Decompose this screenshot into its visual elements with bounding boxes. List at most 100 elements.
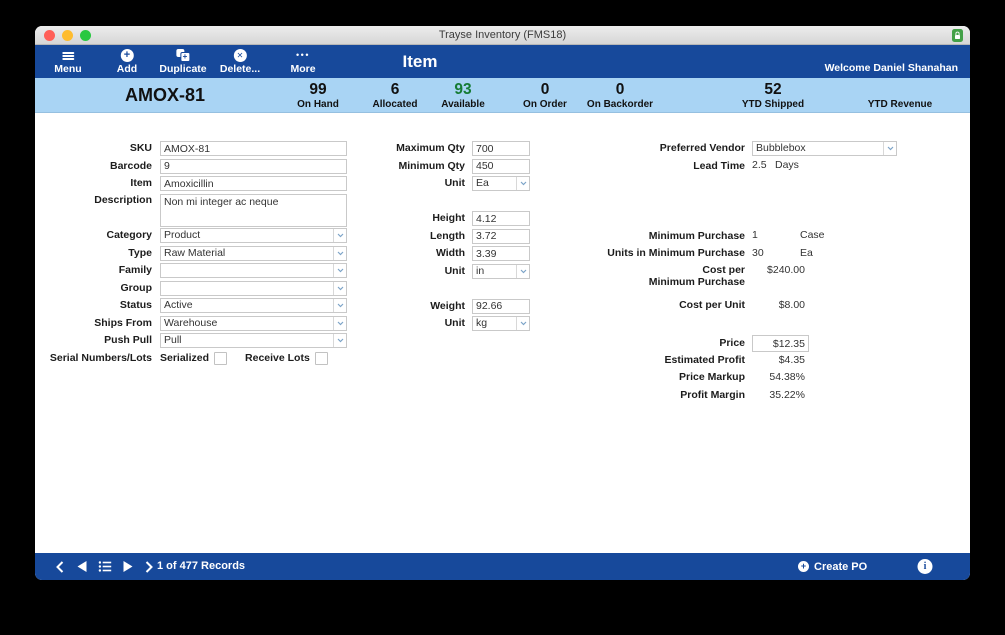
preferred-vendor-select[interactable]: Bubblebox [752,141,897,156]
titlebar: Trayse Inventory (FMS18) [35,26,970,45]
length-field[interactable] [472,228,530,244]
record-count: 1 of 477 Records [157,560,246,572]
category-label: Category [106,229,152,242]
description-label: Description [94,193,152,206]
group-label: Group [120,281,153,294]
price-field[interactable] [752,335,809,352]
maximum-qty-field[interactable] [472,141,530,156]
dim-unit-select[interactable]: in [472,263,530,279]
previous-record-button[interactable] [77,553,87,580]
minimum-purchase-unit: Case [800,229,825,242]
delete-icon: ✕ [233,49,247,62]
close-button[interactable] [44,30,55,41]
more-button[interactable]: ••• More [290,49,315,75]
profit-margin-value: 35.22% [769,388,805,401]
stat-on-order: 0 On Order [500,81,590,110]
weight-unit-select[interactable]: kg [472,316,530,331]
stat-on-hand-value: 99 [309,81,327,98]
group-select[interactable] [160,280,347,296]
qty-unit-value: Ea [476,177,489,189]
width-label: Width [435,247,465,260]
zoom-button[interactable] [80,30,91,41]
item-field[interactable] [160,176,347,191]
create-po-button[interactable]: + Create PO [798,553,867,580]
chevron-down-icon [516,264,529,278]
info-button[interactable]: i [917,559,933,574]
list-view-button[interactable] [98,553,112,580]
description-field[interactable]: Non mi integer ac neque [160,193,347,227]
sku-label: SKU [129,142,152,155]
ships-from-value: Warehouse [164,316,218,329]
stat-on-backorder-label: On Backorder [586,99,654,110]
weight-unit-label: Unit [444,317,465,330]
sku-field[interactable] [160,141,347,156]
status-bar: 1 of 477 Records + Create PO i [35,553,970,580]
type-select[interactable]: Raw Material [160,245,347,261]
estimated-profit-value: $4.35 [778,353,805,366]
status-value: Active [164,299,193,311]
height-label: Height [432,212,465,225]
more-button-label: More [290,63,316,75]
last-record-button[interactable] [145,553,153,580]
stat-on-hand-label: On Hand [297,99,339,110]
serialized-label: Serialized [160,352,210,364]
qty-unit-label: Unit [444,177,465,190]
ships-from-select[interactable]: Warehouse [160,315,347,331]
summary-bar: AMOX-81 99 On Hand 6 Allocated 93 Availa… [35,78,970,113]
cost-per-minimum-purchase-value: $240.00 [767,263,805,276]
stat-allocated-value: 6 [390,81,400,98]
minimum-qty-label: Minimum Qty [398,159,465,172]
cost-per-unit-label: Cost per Unit [679,298,745,311]
height-field[interactable] [472,211,530,226]
menu-icon [61,51,74,61]
minimize-button[interactable] [62,30,73,41]
status-select[interactable]: Active [160,298,347,313]
units-in-minimum-purchase-unit: Ea [800,246,813,259]
estimated-profit-label: Estimated Profit [664,353,745,366]
next-record-button[interactable] [123,553,133,580]
family-label: Family [118,264,152,277]
stat-available-label: Available [441,99,485,110]
dim-unit-label: Unit [444,264,465,277]
menu-button[interactable]: Menu [54,49,82,75]
barcode-field[interactable] [160,158,347,174]
toolbar: Menu + Add + Duplicate ✕ Delete... ••• M… [35,45,970,78]
stat-ytd-revenue-value [855,81,945,98]
serialized-checkbox[interactable] [214,351,228,365]
category-select[interactable]: Product [160,228,347,243]
minimum-purchase-label: Minimum Purchase [648,229,745,242]
units-in-minimum-purchase-label: Units in Minimum Purchase [607,247,745,260]
receive-lots-checkbox[interactable] [314,351,328,365]
weight-field[interactable] [472,298,530,314]
first-record-button[interactable] [56,553,64,580]
family-value [161,264,333,277]
push-pull-value: Pull [164,334,182,346]
delete-button[interactable]: ✕ Delete... [220,49,260,75]
minimum-qty-field[interactable] [472,158,530,174]
chevron-right-icon [145,560,153,573]
summary-sku: AMOX-81 [124,85,205,105]
push-pull-select[interactable]: Pull [160,333,347,348]
duplicate-icon: + [175,49,190,62]
quantity-dimensions-section: Maximum Qty Minimum Qty Unit Ea Height [347,141,532,334]
width-field[interactable] [472,246,530,261]
stat-available: 93 Available [418,81,508,110]
qty-unit-select[interactable]: Ea [472,176,530,191]
family-select[interactable] [160,263,347,278]
maximum-qty-label: Maximum Qty [396,142,465,155]
barcode-label: Barcode [109,159,152,172]
duplicate-button[interactable]: + Duplicate [159,49,207,75]
lead-time-unit: Days [775,159,799,172]
category-value: Product [164,229,201,241]
stat-on-hand: 99 On Hand [273,81,363,110]
preferred-vendor-label: Preferred Vendor [659,142,745,155]
item-label: Item [130,177,152,190]
chevron-down-icon [333,281,346,295]
stat-on-backorder-value: 0 [615,81,625,98]
lock-icon [952,29,963,47]
chevron-down-icon [333,229,346,242]
add-button[interactable]: + Add [117,49,137,75]
type-label: Type [128,246,152,259]
push-pull-label: Push Pull [104,334,152,347]
profit-margin-label: Profit Margin [680,388,745,401]
